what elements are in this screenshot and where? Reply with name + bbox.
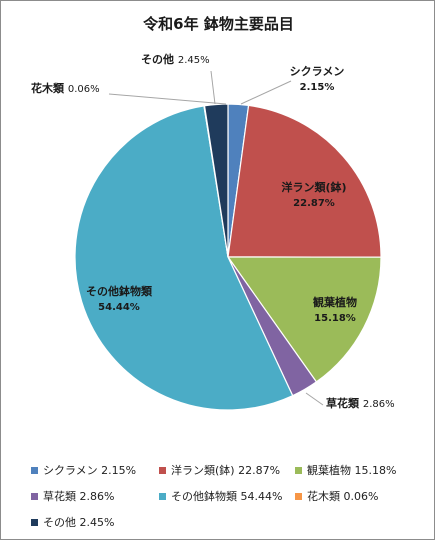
leader-line-sonota: [210, 70, 216, 105]
data-label-shikuramen: シクラメン 2.15%: [290, 65, 345, 93]
legend-label: シクラメン 2.15%: [43, 464, 137, 477]
chart-title: 令和6年 鉢物主要品目: [143, 15, 294, 33]
legend-item-kaboku: 花木類 0.06%: [295, 489, 378, 503]
pie-chart: シクラメン 2.15% 洋ラン類(鉢) 22.87% 観葉植物 15.18% 草花類 2.8…: [31, 52, 395, 411]
legend-swatch: [31, 518, 38, 526]
data-label-kusabana: 草花類 2.86%: [326, 396, 395, 410]
pie-slice-yoran: [227, 104, 382, 258]
legend-label: 草花類 2.86%: [43, 490, 115, 503]
data-label-sonota: その他 2.45%: [141, 52, 210, 66]
data-label-kanyo: 観葉植物 15.18%: [313, 295, 357, 324]
legend-item-sonota: その他 2.45%: [31, 515, 114, 529]
legend-label: 花木類 0.06%: [307, 490, 379, 503]
legend-label: 洋ラン類(鉢) 22.87%: [171, 464, 281, 477]
pie-slice-kanyo: [226, 256, 382, 383]
legend-swatch: [295, 466, 302, 474]
leader-line-shikuramen: [240, 80, 292, 105]
leader-line-kaboku: [108, 93, 227, 105]
legend-swatch: [31, 466, 38, 474]
legend-item-yoran: 洋ラン類(鉢) 22.87%: [159, 463, 280, 477]
legend-item-sonota-hachi: その他鉢物類 54.44%: [159, 489, 282, 503]
legend-item-kanyo: 観葉植物 15.18%: [295, 463, 396, 477]
data-label-kaboku: 花木類 0.06%: [31, 81, 100, 95]
data-label-yoran: 洋ラン類(鉢) 22.87%: [281, 180, 346, 209]
legend-item-shikuramen: シクラメン 2.15%: [31, 463, 136, 477]
legend-label: その他鉢物類 54.44%: [171, 490, 283, 503]
pie-slice-sonota-hachi: [74, 105, 294, 411]
legend-label: 観葉植物 15.18%: [307, 464, 397, 477]
legend-swatch: [159, 466, 166, 474]
legend-item-kusabana: 草花類 2.86%: [31, 489, 114, 503]
leader-line-kusabana: [305, 392, 324, 406]
pie-slice-sonota: [203, 103, 229, 258]
data-label-sonota-hachi: その他鉢物類 54.44%: [86, 284, 153, 313]
legend-swatch: [295, 492, 302, 500]
legend-label: その他 2.45%: [43, 516, 115, 529]
legend-swatch: [31, 492, 38, 500]
legend-swatch: [159, 492, 166, 500]
